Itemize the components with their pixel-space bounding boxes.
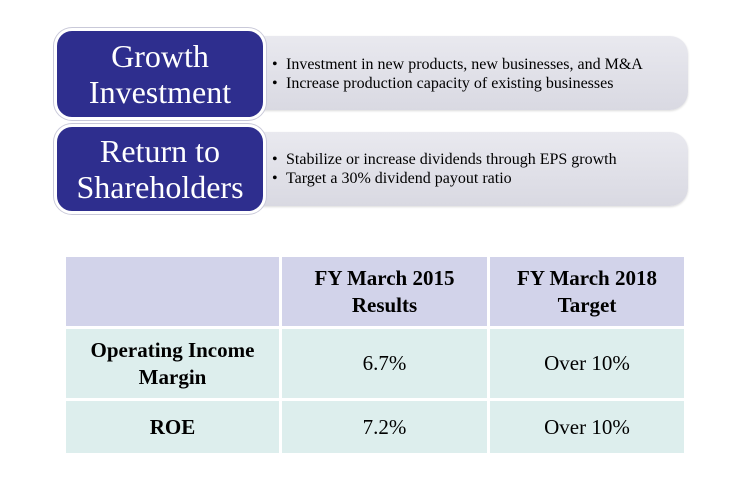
table-header-cell: FY March 2018 Target: [487, 254, 687, 329]
growth-investment-title-line1: Growth: [111, 38, 209, 74]
table-row-label: ROE: [63, 398, 282, 456]
bullet-text: Target a 30% dividend payout ratio: [286, 170, 512, 187]
bullet-item: • Target a 30% dividend payout ratio: [272, 169, 678, 188]
table-cell: Over 10%: [487, 326, 687, 401]
table-cell: 7.2%: [279, 398, 490, 456]
bullet-item: • Increase production capacity of existi…: [272, 74, 678, 93]
return-to-shareholders-block: Return to Shareholders • Stabilize or in…: [54, 124, 688, 214]
return-to-shareholders-title-line1: Return to: [100, 133, 220, 169]
return-to-shareholders-title-line2: Shareholders: [76, 169, 244, 205]
bullet-text: Stabilize or increase dividends through …: [286, 151, 617, 168]
growth-investment-bullets: • Investment in new products, new busine…: [272, 28, 678, 120]
bullet-text: Investment in new products, new business…: [286, 56, 643, 73]
table-row-label: Operating Income Margin: [63, 326, 282, 401]
table-cell: 6.7%: [279, 326, 490, 401]
bullet-dot-icon: •: [272, 56, 278, 73]
growth-investment-block: Growth Investment • Investment in new pr…: [54, 28, 688, 120]
return-to-shareholders-panel: [214, 132, 688, 206]
bullet-item: • Investment in new products, new busine…: [272, 55, 678, 74]
bullet-dot-icon: •: [272, 151, 278, 168]
table-row: ROE 7.2% Over 10%: [63, 398, 687, 456]
growth-investment-panel: [214, 36, 688, 110]
targets-table: FY March 2015 Results FY March 2018 Targ…: [63, 254, 687, 456]
bullet-dot-icon: •: [272, 170, 278, 187]
growth-investment-title-line2: Investment: [88, 74, 232, 110]
growth-investment-label: Growth Investment: [54, 28, 266, 120]
table-cell: Over 10%: [487, 398, 687, 456]
table-header-cell: [63, 254, 282, 329]
table-header-row: FY March 2015 Results FY March 2018 Targ…: [63, 254, 687, 329]
return-to-shareholders-label: Return to Shareholders: [54, 124, 266, 214]
bullet-item: • Stabilize or increase dividends throug…: [272, 150, 678, 169]
bullet-text: Increase production capacity of existing…: [286, 75, 614, 92]
bullet-dot-icon: •: [272, 75, 278, 92]
table-header-cell: FY March 2015 Results: [279, 254, 490, 329]
return-to-shareholders-bullets: • Stabilize or increase dividends throug…: [272, 124, 678, 214]
table-row: Operating Income Margin 6.7% Over 10%: [63, 326, 687, 401]
